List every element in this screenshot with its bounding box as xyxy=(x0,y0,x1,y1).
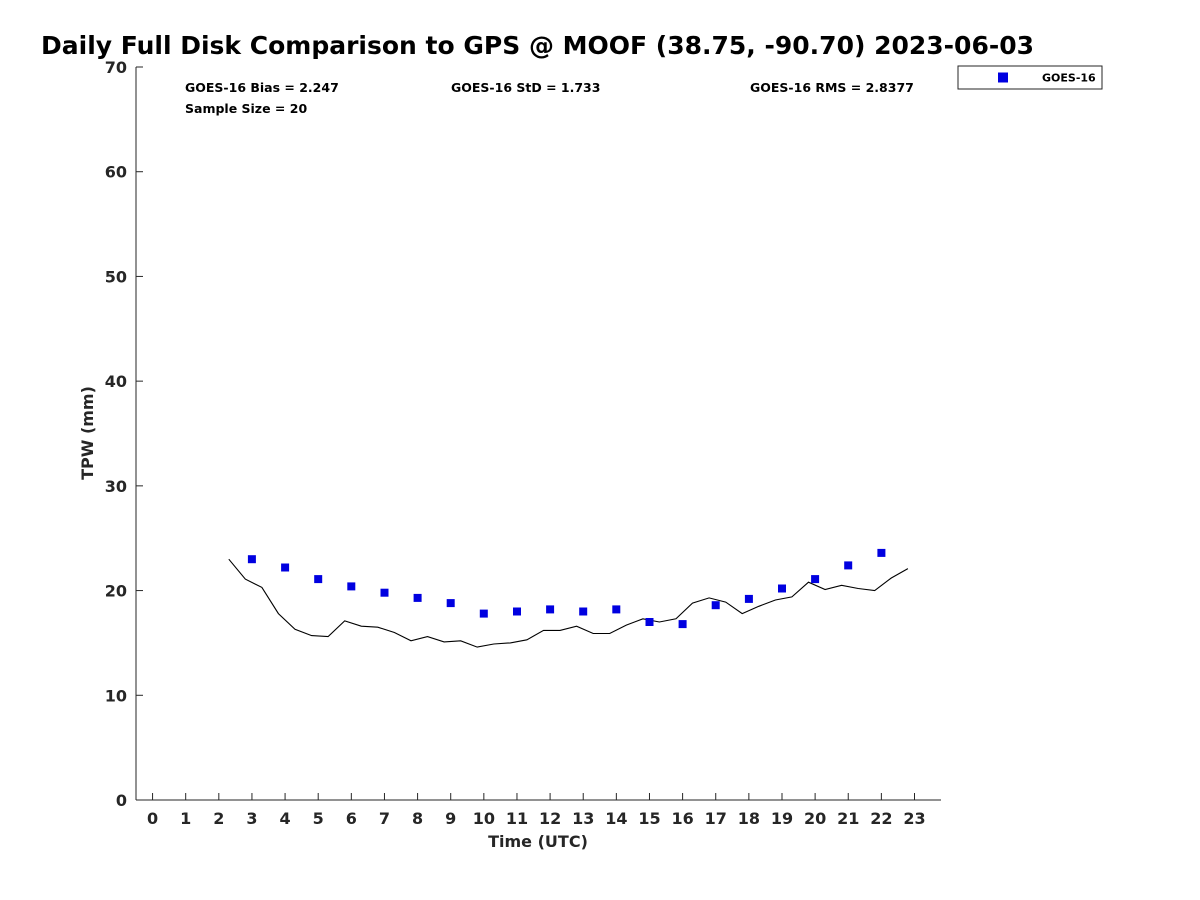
goes16-data-point xyxy=(579,607,588,616)
y-tick-label: 60 xyxy=(105,163,127,182)
sample-size-stat: Sample Size = 20 xyxy=(185,101,307,116)
goes16-data-point xyxy=(347,582,356,591)
x-tick-label: 13 xyxy=(572,809,594,828)
x-axis-label: Time (UTC) xyxy=(488,832,588,851)
goes16-data-point xyxy=(844,561,853,570)
x-tick-label: 9 xyxy=(445,809,456,828)
goes16-data-point xyxy=(513,607,521,616)
x-tick-label: 6 xyxy=(346,809,357,828)
y-tick-label: 0 xyxy=(116,791,127,810)
goes16-data-point xyxy=(413,593,422,602)
x-tick-label: 19 xyxy=(771,809,793,828)
legend-marker-goes16 xyxy=(998,72,1008,83)
y-tick-label: 70 xyxy=(105,58,127,77)
bias-stat: GOES-16 Bias = 2.247 xyxy=(185,80,339,95)
legend: GOES-16 xyxy=(957,65,1103,90)
x-tick-label: 0 xyxy=(147,809,158,828)
legend-box xyxy=(957,65,1103,90)
x-tick-label: 14 xyxy=(605,809,627,828)
goes16-data-point xyxy=(645,618,654,626)
goes16-data-point xyxy=(546,605,555,614)
x-axis-ticks: 0 1 2 3 4 5 6 7 8 9 10 11 12 13 14 15 16 17 18 19 20 21 22 23 xyxy=(147,793,926,828)
x-tick-label: 18 xyxy=(738,809,760,828)
goes16-data-point xyxy=(678,620,687,629)
y-tick-label: 20 xyxy=(105,582,127,601)
rms-stat: GOES-16 RMS = 2.8377 xyxy=(750,80,914,95)
x-tick-label: 11 xyxy=(506,809,528,828)
x-tick-label: 2 xyxy=(213,809,224,828)
goes16-data-point xyxy=(744,594,753,603)
goes16-data-point xyxy=(711,601,720,610)
y-tick-label: 30 xyxy=(105,477,127,496)
x-tick-label: 16 xyxy=(671,809,693,828)
goes16-data-point xyxy=(877,548,886,557)
x-tick-label: 12 xyxy=(539,809,561,828)
x-tick-label: 1 xyxy=(180,809,191,828)
x-tick-label: 10 xyxy=(473,809,495,828)
chart-title: Daily Full Disk Comparison to GPS @ MOOF… xyxy=(41,31,1034,60)
goes16-data-point xyxy=(281,563,290,572)
x-tick-label: 23 xyxy=(903,809,925,828)
x-tick-label: 20 xyxy=(804,809,826,828)
goes16-data-point xyxy=(446,599,455,608)
legend-label-goes16: GOES-16 xyxy=(1042,72,1096,85)
x-tick-label: 5 xyxy=(313,809,324,828)
series-layer xyxy=(228,548,909,648)
x-tick-label: 22 xyxy=(870,809,892,828)
y-axis-ticks: 0 10 20 30 40 50 60 70 xyxy=(105,58,143,810)
x-tick-label: 7 xyxy=(379,809,390,828)
x-tick-label: 17 xyxy=(705,809,727,828)
goes16-data-point xyxy=(479,609,488,618)
x-tick-label: 8 xyxy=(412,809,423,828)
std-stat: GOES-16 StD = 1.733 xyxy=(451,80,600,95)
x-tick-label: 3 xyxy=(246,809,257,828)
goes16-data-point xyxy=(380,588,389,597)
goes16-data-point xyxy=(247,555,256,564)
goes16-data-point xyxy=(811,575,820,584)
x-tick-label: 15 xyxy=(638,809,660,828)
gps-tpw-line xyxy=(228,558,909,648)
plot-frame xyxy=(136,67,941,800)
x-tick-label: 21 xyxy=(837,809,859,828)
goes16-data-point xyxy=(314,575,323,584)
goes16-data-point xyxy=(612,605,621,614)
goes16-data-point xyxy=(778,584,786,593)
y-axis-label: TPW (mm) xyxy=(78,386,97,480)
y-tick-label: 10 xyxy=(105,686,127,705)
x-tick-label: 4 xyxy=(280,809,291,828)
y-tick-label: 50 xyxy=(105,267,127,286)
y-tick-label: 40 xyxy=(105,372,127,391)
